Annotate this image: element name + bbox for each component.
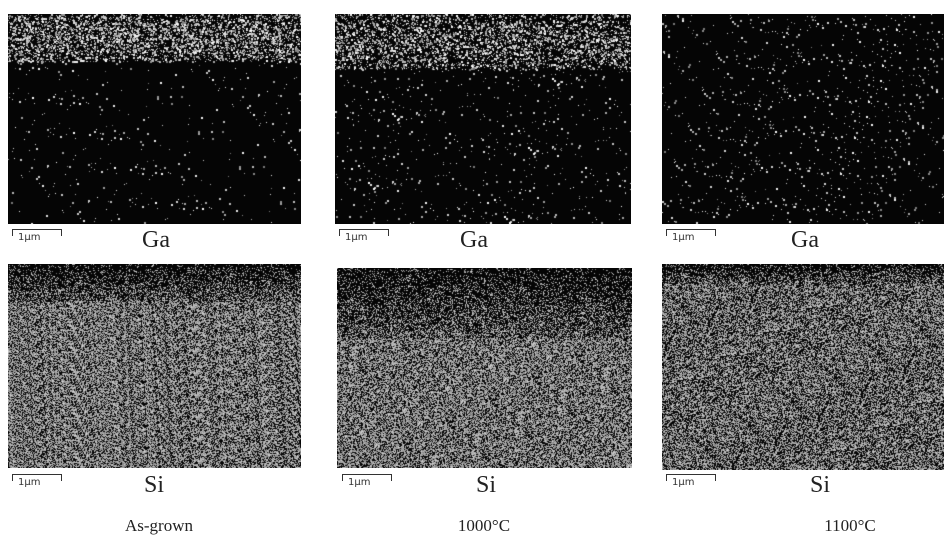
element-label-ga: Ga bbox=[460, 227, 488, 253]
scale-bar: 1μm bbox=[339, 229, 389, 243]
element-label-ga: Ga bbox=[142, 227, 170, 253]
map-ga-1100c bbox=[662, 14, 944, 224]
scale-label: 1μm bbox=[345, 232, 368, 243]
si-map-image bbox=[337, 268, 632, 468]
ga-map-image bbox=[662, 14, 944, 224]
si-map-image bbox=[662, 264, 944, 470]
ga-map-image bbox=[335, 14, 631, 224]
map-si-as-grown bbox=[8, 264, 301, 468]
caption-1000c: 1000°C bbox=[457, 516, 511, 535]
map-ga-1000c bbox=[335, 14, 631, 224]
scale-label: 1μm bbox=[18, 477, 41, 488]
scale-bar: 1μm bbox=[666, 229, 716, 243]
element-label-si: Si bbox=[476, 472, 497, 498]
map-ga-as-grown bbox=[8, 14, 301, 224]
scale-label: 1μm bbox=[672, 477, 695, 488]
scale-label: 1μm bbox=[18, 232, 41, 243]
element-label-si: Si bbox=[144, 472, 165, 498]
element-label-si: Si bbox=[810, 472, 831, 498]
si-map-image bbox=[8, 264, 301, 468]
scale-label: 1μm bbox=[672, 232, 695, 243]
scale-label: 1μm bbox=[348, 477, 371, 488]
caption-as-grown: As-grown bbox=[125, 516, 193, 535]
scale-bar: 1μm bbox=[12, 229, 62, 243]
caption-1100c: 1100°C bbox=[824, 516, 876, 535]
scale-bar: 1μm bbox=[342, 474, 392, 488]
map-si-1000c bbox=[337, 268, 632, 468]
element-label-ga: Ga bbox=[791, 227, 819, 253]
scale-bar: 1μm bbox=[12, 474, 62, 488]
scale-bar: 1μm bbox=[666, 474, 716, 488]
map-si-1100c bbox=[662, 264, 944, 470]
ga-map-image bbox=[8, 14, 301, 224]
